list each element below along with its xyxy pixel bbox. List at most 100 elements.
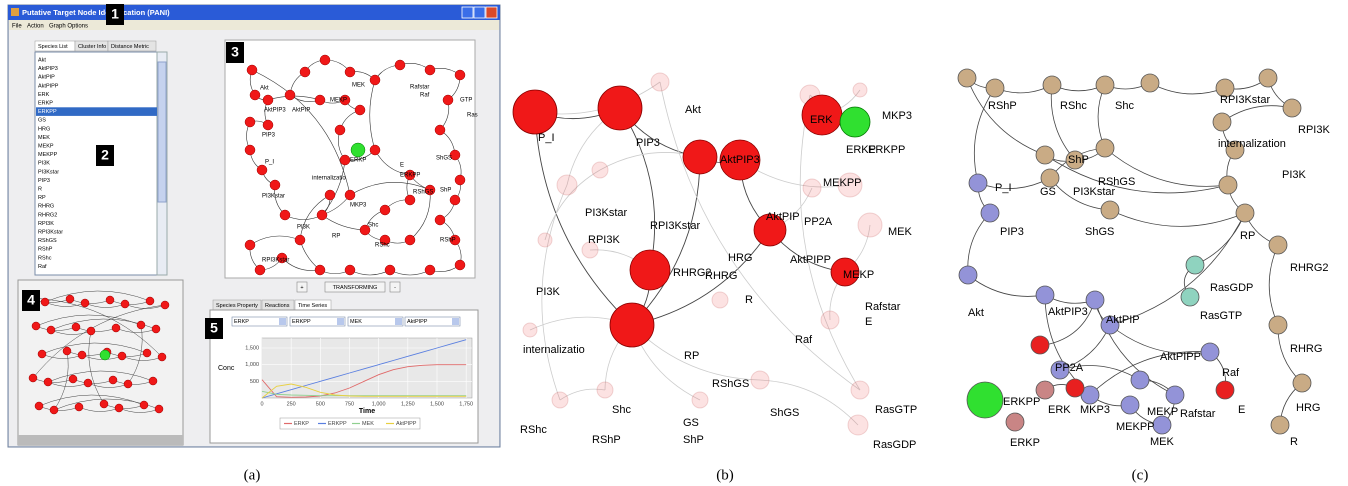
window-button[interactable] [462, 7, 473, 18]
species-item[interactable]: PIP3 [38, 178, 50, 184]
node-label: AktPIP [766, 211, 800, 223]
graph-button-label[interactable]: + [300, 285, 303, 291]
window-button[interactable] [474, 7, 485, 18]
node [1036, 286, 1054, 304]
caption: (c) [1132, 467, 1149, 483]
node [1213, 113, 1231, 131]
graph-node[interactable] [425, 65, 435, 75]
graph-label: MKP3 [350, 203, 367, 209]
species-item[interactable]: AktPIP3 [38, 66, 58, 72]
graph-node[interactable] [455, 70, 465, 80]
graph-node[interactable] [370, 75, 380, 85]
graph-node[interactable] [443, 95, 453, 105]
graph-node[interactable] [285, 90, 295, 100]
species-item[interactable]: RShP [38, 247, 53, 253]
species-item[interactable]: RShGS [38, 238, 57, 244]
species-item[interactable]: R [38, 186, 42, 192]
graph-node[interactable] [455, 175, 465, 185]
graph-node[interactable] [280, 210, 290, 220]
series-select-label[interactable]: AktPIPP [407, 319, 428, 325]
graph-node[interactable] [320, 55, 330, 65]
species-item[interactable]: AktPIPP [38, 83, 59, 89]
graph-node[interactable] [245, 145, 255, 155]
graph-node[interactable] [270, 180, 280, 190]
node-label: MKP3 [882, 110, 912, 122]
menu-item[interactable]: File [12, 24, 22, 30]
graph-node[interactable] [345, 190, 355, 200]
overview-node-selected [100, 350, 110, 360]
graph-node[interactable] [370, 145, 380, 155]
species-item[interactable]: RPI3K [38, 221, 54, 227]
graph-node[interactable] [435, 215, 445, 225]
graph-node[interactable] [245, 117, 255, 127]
graph-node[interactable] [435, 125, 445, 135]
graph-node[interactable] [255, 265, 265, 275]
menu-item[interactable]: Graph Options [49, 24, 88, 30]
graph-node[interactable] [315, 95, 325, 105]
series-select-label[interactable]: ERKP [234, 319, 249, 325]
graph-node[interactable] [405, 195, 415, 205]
window-button[interactable] [486, 7, 497, 18]
species-item[interactable]: RHRG [38, 204, 54, 210]
tab-label[interactable]: Time Series [298, 303, 327, 309]
graph-node[interactable] [455, 260, 465, 270]
species-item[interactable]: ERKP [38, 100, 53, 106]
graph-node[interactable] [405, 235, 415, 245]
species-item[interactable]: ERKPP [38, 109, 57, 115]
graph-node-selected[interactable] [351, 143, 365, 157]
species-item[interactable]: RHRG2 [38, 212, 57, 218]
graph-node[interactable] [250, 90, 260, 100]
species-item[interactable]: PI3K [38, 161, 50, 167]
graph-node[interactable] [425, 265, 435, 275]
scroll-thumb[interactable] [158, 62, 166, 202]
graph-button-label[interactable]: - [394, 285, 396, 291]
species-item[interactable]: RP [38, 195, 46, 201]
graph-node[interactable] [355, 105, 365, 115]
menu-item[interactable]: Action [27, 24, 44, 30]
species-item[interactable]: RPI3Kstar [38, 229, 63, 235]
node-faint [592, 162, 608, 178]
species-item[interactable]: AktPIP [38, 75, 55, 81]
graph-node[interactable] [380, 205, 390, 215]
node-label: MEKP [843, 269, 874, 281]
node [1006, 413, 1024, 431]
species-item[interactable]: MEKP [38, 143, 54, 149]
graph-node[interactable] [257, 165, 267, 175]
graph-node[interactable] [340, 155, 350, 165]
graph-node[interactable] [315, 265, 325, 275]
species-item[interactable]: HRG [38, 126, 50, 132]
overview-node [44, 378, 52, 386]
species-item[interactable]: Akt [38, 57, 46, 63]
species-item[interactable]: MEK [38, 135, 50, 141]
graph-node[interactable] [300, 67, 310, 77]
species-item[interactable]: Raf [38, 264, 47, 270]
graph-node[interactable] [317, 210, 327, 220]
graph-node[interactable] [345, 265, 355, 275]
graph-node[interactable] [385, 265, 395, 275]
graph-node[interactable] [245, 240, 255, 250]
graph-node[interactable] [263, 95, 273, 105]
graph-node[interactable] [395, 60, 405, 70]
graph-button-label[interactable]: TRANSFORMING [333, 285, 378, 291]
species-item[interactable]: PI3Kstar [38, 169, 59, 175]
series-select-label[interactable]: MEK [350, 319, 362, 325]
species-item[interactable]: GS [38, 118, 46, 124]
species-item[interactable]: ERK [38, 92, 50, 98]
graph-node[interactable] [345, 67, 355, 77]
tab-label[interactable]: Reactions [265, 303, 290, 309]
node-faint [751, 371, 769, 389]
graph-node[interactable] [450, 195, 460, 205]
species-item[interactable]: RShc [38, 255, 52, 261]
species-item[interactable]: MEKPP [38, 152, 58, 158]
tab-label[interactable]: Species List [38, 44, 68, 50]
graph-node[interactable] [325, 190, 335, 200]
app-icon [11, 8, 19, 16]
graph-node[interactable] [263, 120, 273, 130]
tab-label[interactable]: Cluster Info [78, 44, 106, 50]
series-select-label[interactable]: ERKPP [292, 319, 311, 325]
graph-node[interactable] [335, 125, 345, 135]
graph-node[interactable] [247, 65, 257, 75]
graph-node[interactable] [295, 235, 305, 245]
tab-label[interactable]: Distance Metric [111, 44, 149, 50]
tab-label[interactable]: Species Property [216, 303, 258, 309]
